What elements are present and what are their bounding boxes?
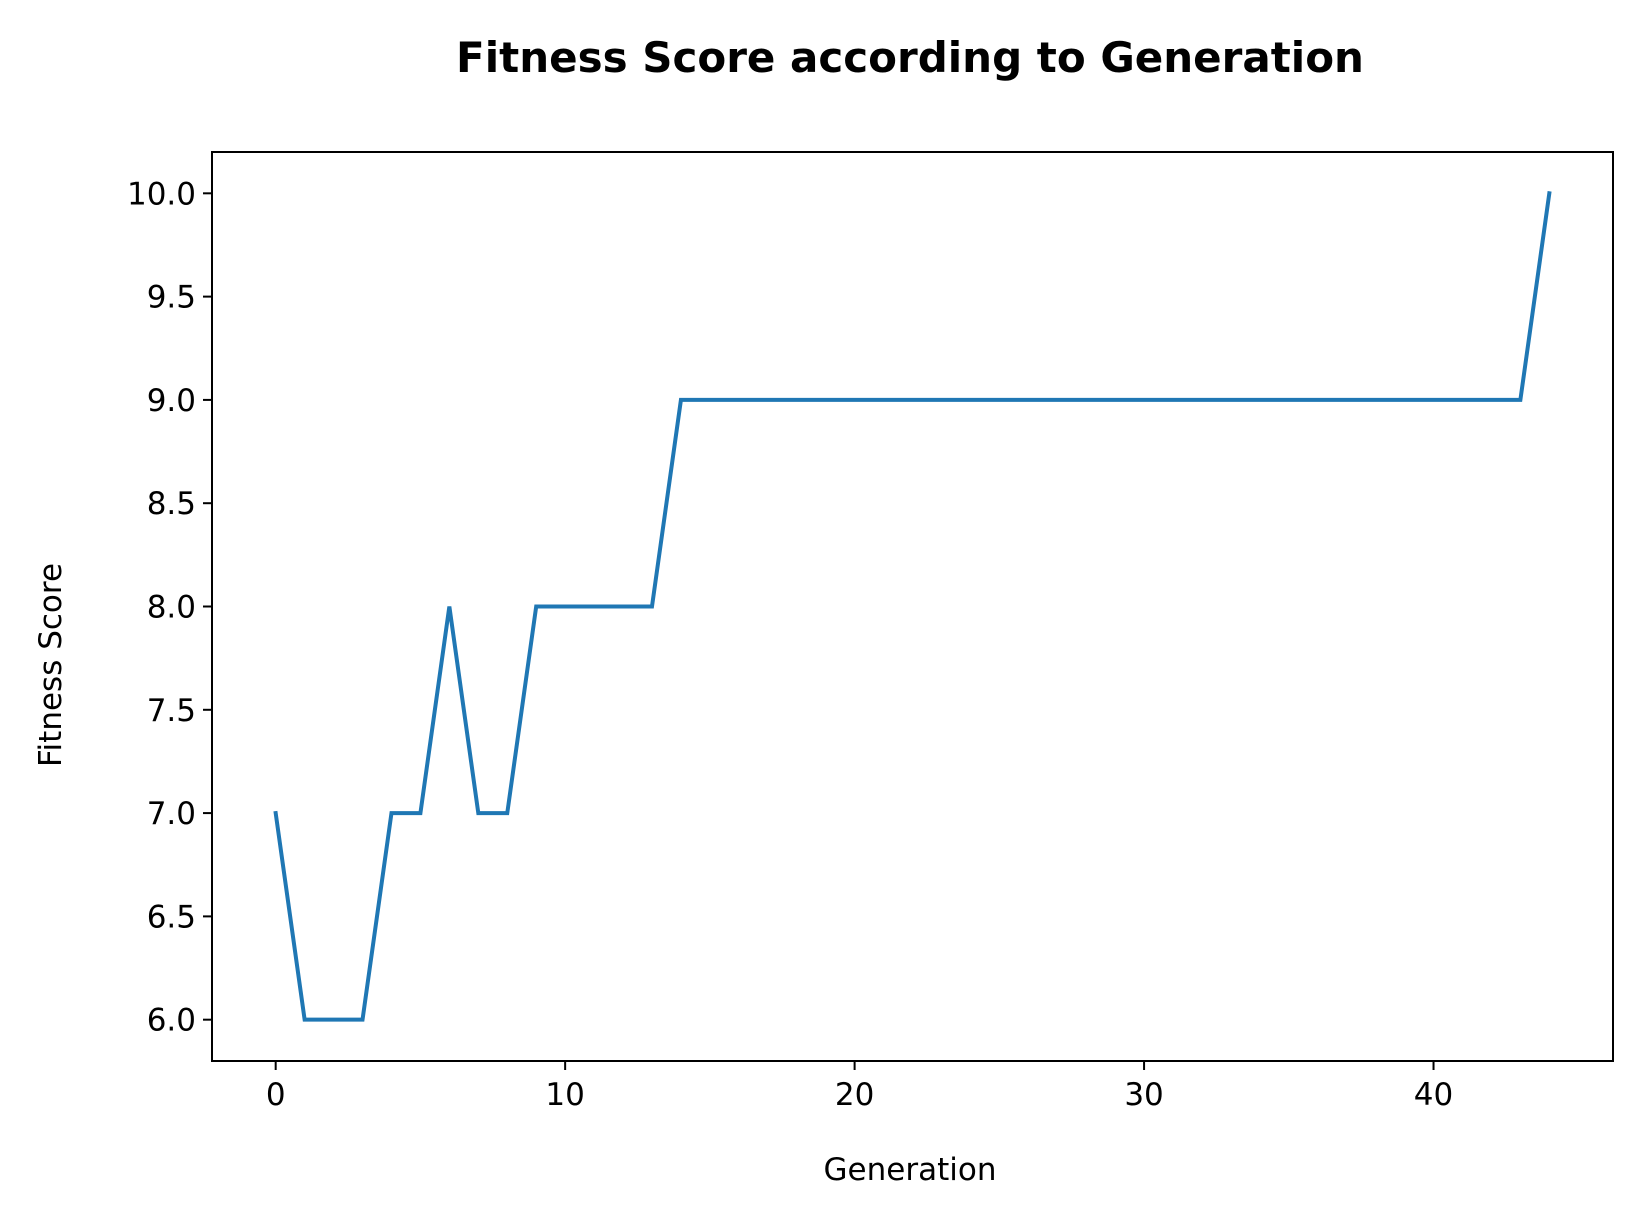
chart-title: Fitness Score according to Generation xyxy=(456,33,1364,82)
y-tick-label: 10.0 xyxy=(127,176,196,212)
x-axis-label: Generation xyxy=(824,1152,997,1188)
y-tick-label: 9.5 xyxy=(147,280,196,316)
y-tick-label: 7.5 xyxy=(147,693,196,729)
y-tick-label: 6.5 xyxy=(147,899,196,935)
x-tick-label: 0 xyxy=(266,1077,286,1113)
y-axis-label: Fitness Score xyxy=(33,563,69,767)
x-tick-label: 40 xyxy=(1414,1077,1453,1113)
x-tick-label: 30 xyxy=(1124,1077,1163,1113)
y-tick-label: 9.0 xyxy=(147,383,196,419)
y-tick-label: 8.5 xyxy=(147,486,196,522)
plot-frame xyxy=(211,151,1614,1062)
y-tick-label: 6.0 xyxy=(147,1003,196,1039)
plot-area: 0 10 20 30 40 6.0 6.5 7.0 7.5 8.0 8.5 9.0 9.5 10.0 xyxy=(127,151,1614,1113)
y-tick-label: 8.0 xyxy=(147,590,196,626)
x-tick-label: 10 xyxy=(545,1077,584,1113)
series-line-0 xyxy=(273,191,1552,1022)
y-tick-label: 7.0 xyxy=(147,796,196,832)
x-tick-label: 20 xyxy=(835,1077,874,1113)
